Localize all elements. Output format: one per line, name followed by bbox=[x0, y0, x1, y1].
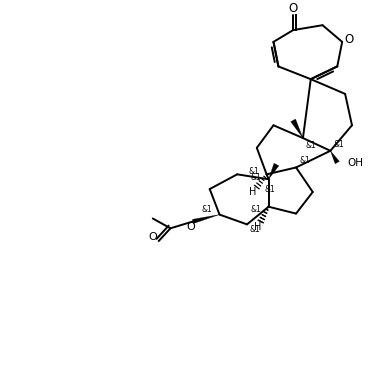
Text: O: O bbox=[187, 222, 195, 232]
Polygon shape bbox=[330, 151, 339, 164]
Polygon shape bbox=[291, 119, 303, 138]
Text: OH: OH bbox=[347, 158, 363, 168]
Text: O: O bbox=[149, 232, 157, 242]
Text: O: O bbox=[289, 2, 298, 15]
Text: &1: &1 bbox=[202, 205, 213, 214]
Text: H: H bbox=[254, 222, 261, 232]
Text: &1: &1 bbox=[265, 185, 275, 194]
Polygon shape bbox=[269, 163, 279, 179]
Text: &1: &1 bbox=[333, 140, 344, 149]
Polygon shape bbox=[193, 215, 220, 223]
Text: H: H bbox=[249, 187, 257, 197]
Text: O: O bbox=[344, 33, 354, 46]
Text: &1: &1 bbox=[250, 225, 261, 234]
Text: &1: &1 bbox=[306, 141, 317, 150]
Text: &1: &1 bbox=[251, 173, 262, 182]
Text: &1: &1 bbox=[251, 205, 262, 214]
Text: &1: &1 bbox=[249, 167, 260, 176]
Text: &1: &1 bbox=[299, 156, 310, 165]
